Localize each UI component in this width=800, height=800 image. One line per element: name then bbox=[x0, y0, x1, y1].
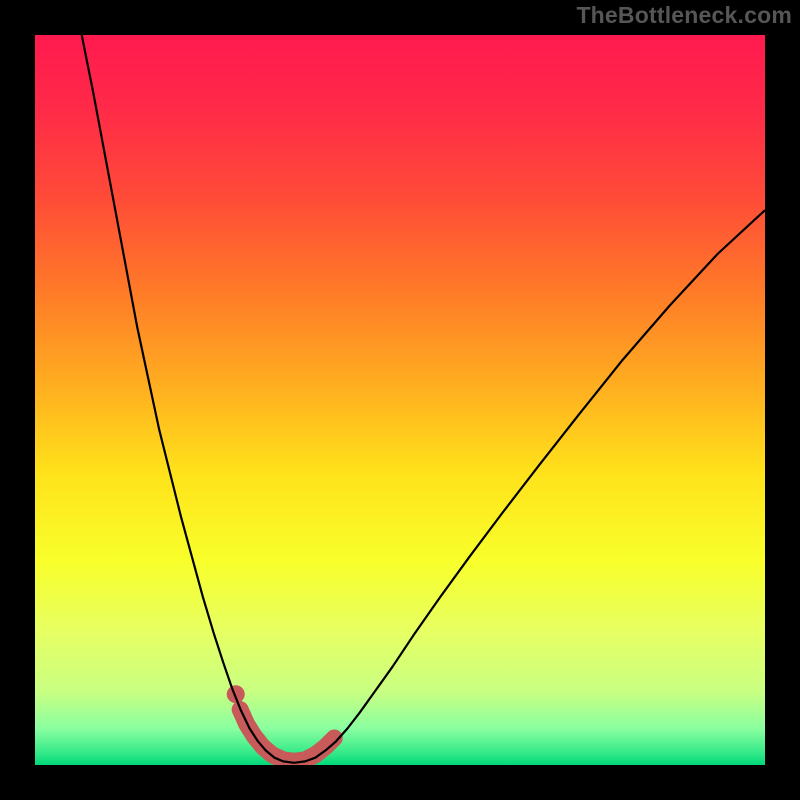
highlight-dot bbox=[227, 685, 245, 703]
curve-overlay bbox=[35, 35, 765, 765]
watermark-text: TheBottleneck.com bbox=[576, 2, 792, 29]
chart-frame: TheBottleneck.com bbox=[0, 0, 800, 800]
plot-area bbox=[35, 35, 765, 765]
bottleneck-curve bbox=[82, 35, 765, 763]
